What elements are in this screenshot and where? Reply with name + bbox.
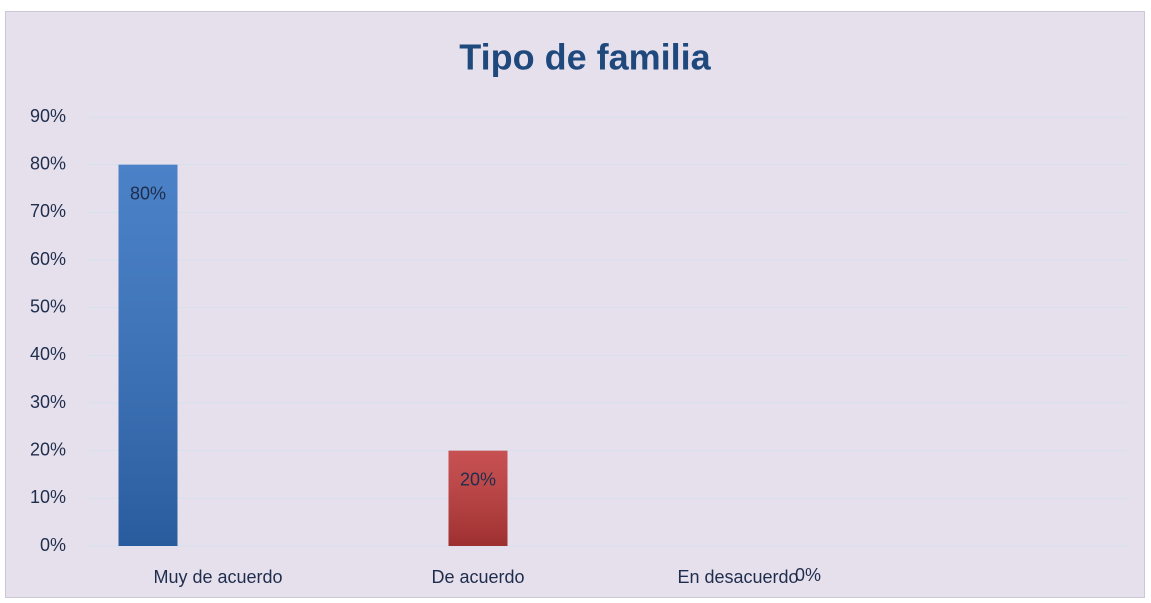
data-label: 0% xyxy=(795,565,821,585)
y-tick-label: 30% xyxy=(30,392,66,412)
y-tick-label: 10% xyxy=(30,487,66,507)
y-tick-label: 60% xyxy=(30,249,66,269)
y-tick-label: 70% xyxy=(30,201,66,221)
y-tick-label: 0% xyxy=(40,535,66,555)
chart-area xyxy=(5,11,1145,598)
chart-title: Tipo de familia xyxy=(459,37,711,78)
y-tick-label: 40% xyxy=(30,344,66,364)
data-label: 20% xyxy=(460,469,496,489)
y-tick-label: 80% xyxy=(30,153,66,173)
bar-shade xyxy=(118,164,178,546)
x-tick-label: En desacuerdo xyxy=(677,567,798,587)
bar-shade xyxy=(448,450,508,546)
x-tick-label: De acuerdo xyxy=(431,567,524,587)
data-label: 80% xyxy=(130,183,166,203)
y-tick-label: 50% xyxy=(30,296,66,316)
x-tick-label: Muy de acuerdo xyxy=(153,567,282,587)
y-tick-label: 20% xyxy=(30,439,66,459)
y-tick-label: 90% xyxy=(30,106,66,126)
